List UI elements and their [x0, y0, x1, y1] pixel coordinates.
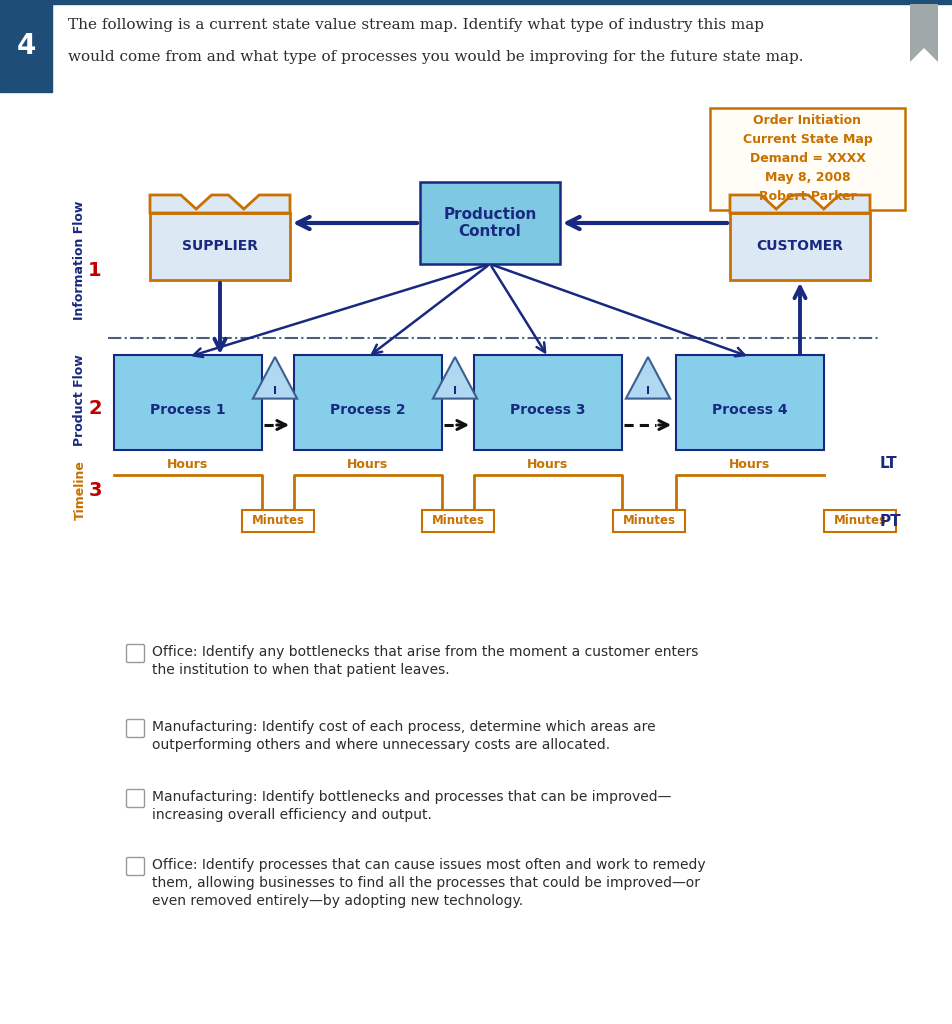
- Text: the institution to when that patient leaves.: the institution to when that patient lea…: [151, 663, 449, 677]
- Text: Office: Identify any bottlenecks that arise from the moment a customer enters: Office: Identify any bottlenecks that ar…: [151, 645, 698, 659]
- Bar: [473, 355, 622, 450]
- Text: even removed entirely—by adopting new technology.: even removed entirely—by adopting new te…: [151, 894, 523, 908]
- Text: Product Flow: Product Flow: [73, 354, 87, 445]
- Polygon shape: [909, 4, 937, 62]
- Text: Office: Identify processes that can cause issues most often and work to remedy: Office: Identify processes that can caus…: [151, 858, 704, 872]
- Text: 2: 2: [89, 398, 102, 418]
- Bar: [612, 510, 684, 532]
- Text: I: I: [452, 386, 457, 396]
- Bar: [0, 0, 952, 4]
- Bar: [420, 182, 560, 264]
- Text: Process 4: Process 4: [711, 403, 787, 418]
- Text: CUSTOMER: CUSTOMER: [756, 240, 843, 254]
- Text: LT: LT: [879, 456, 897, 471]
- Text: Information Flow: Information Flow: [73, 201, 87, 319]
- Polygon shape: [432, 357, 477, 398]
- FancyBboxPatch shape: [127, 644, 145, 663]
- Text: Timeline: Timeline: [73, 460, 87, 520]
- Bar: [709, 108, 904, 210]
- Text: Order Initiation
Current State Map
Demand = XXXX
May 8, 2008
Robert Parker: Order Initiation Current State Map Deman…: [742, 115, 871, 204]
- Text: 3: 3: [89, 480, 102, 500]
- FancyBboxPatch shape: [127, 790, 145, 808]
- Text: Minutes: Minutes: [833, 514, 885, 527]
- Text: would come from and what type of processes you would be improving for the future: would come from and what type of process…: [68, 50, 803, 63]
- Text: PT: PT: [879, 513, 901, 528]
- Polygon shape: [252, 357, 297, 398]
- FancyBboxPatch shape: [127, 720, 145, 737]
- Text: Manufacturing: Identify cost of each process, determine which areas are: Manufacturing: Identify cost of each pro…: [151, 720, 655, 734]
- Polygon shape: [149, 195, 289, 213]
- Polygon shape: [729, 195, 869, 213]
- Text: Hours: Hours: [168, 458, 208, 471]
- Bar: [242, 510, 313, 532]
- Text: I: I: [272, 386, 277, 396]
- Text: Minutes: Minutes: [431, 514, 484, 527]
- Bar: [422, 510, 493, 532]
- FancyBboxPatch shape: [127, 857, 145, 876]
- Text: Production
Control: Production Control: [443, 207, 536, 240]
- Text: SUPPLIER: SUPPLIER: [182, 240, 258, 254]
- Text: 1: 1: [89, 260, 102, 280]
- Text: them, allowing businesses to find all the processes that could be improved—or: them, allowing businesses to find all th…: [151, 876, 700, 890]
- Text: outperforming others and where unnecessary costs are allocated.: outperforming others and where unnecessa…: [151, 738, 609, 752]
- Text: 4: 4: [16, 32, 35, 60]
- Text: Hours: Hours: [347, 458, 388, 471]
- Bar: [293, 355, 442, 450]
- Bar: [149, 213, 289, 280]
- Text: Manufacturing: Identify bottlenecks and processes that can be improved—: Manufacturing: Identify bottlenecks and …: [151, 790, 670, 804]
- Text: Hours: Hours: [526, 458, 568, 471]
- Bar: [114, 355, 262, 450]
- Text: Minutes: Minutes: [251, 514, 305, 527]
- Text: The following is a current state value stream map. Identify what type of industr: The following is a current state value s…: [68, 18, 764, 32]
- Text: Hours: Hours: [728, 458, 770, 471]
- Text: Minutes: Minutes: [622, 514, 675, 527]
- Text: increasing overall efficiency and output.: increasing overall efficiency and output…: [151, 808, 431, 822]
- Bar: [0, 0, 52, 92]
- Polygon shape: [625, 357, 669, 398]
- Text: Process 3: Process 3: [509, 403, 585, 418]
- Bar: [729, 213, 869, 280]
- Text: Process 2: Process 2: [329, 403, 406, 418]
- Bar: [675, 355, 823, 450]
- Bar: [823, 510, 895, 532]
- Text: I: I: [645, 386, 649, 396]
- Text: Process 1: Process 1: [150, 403, 226, 418]
